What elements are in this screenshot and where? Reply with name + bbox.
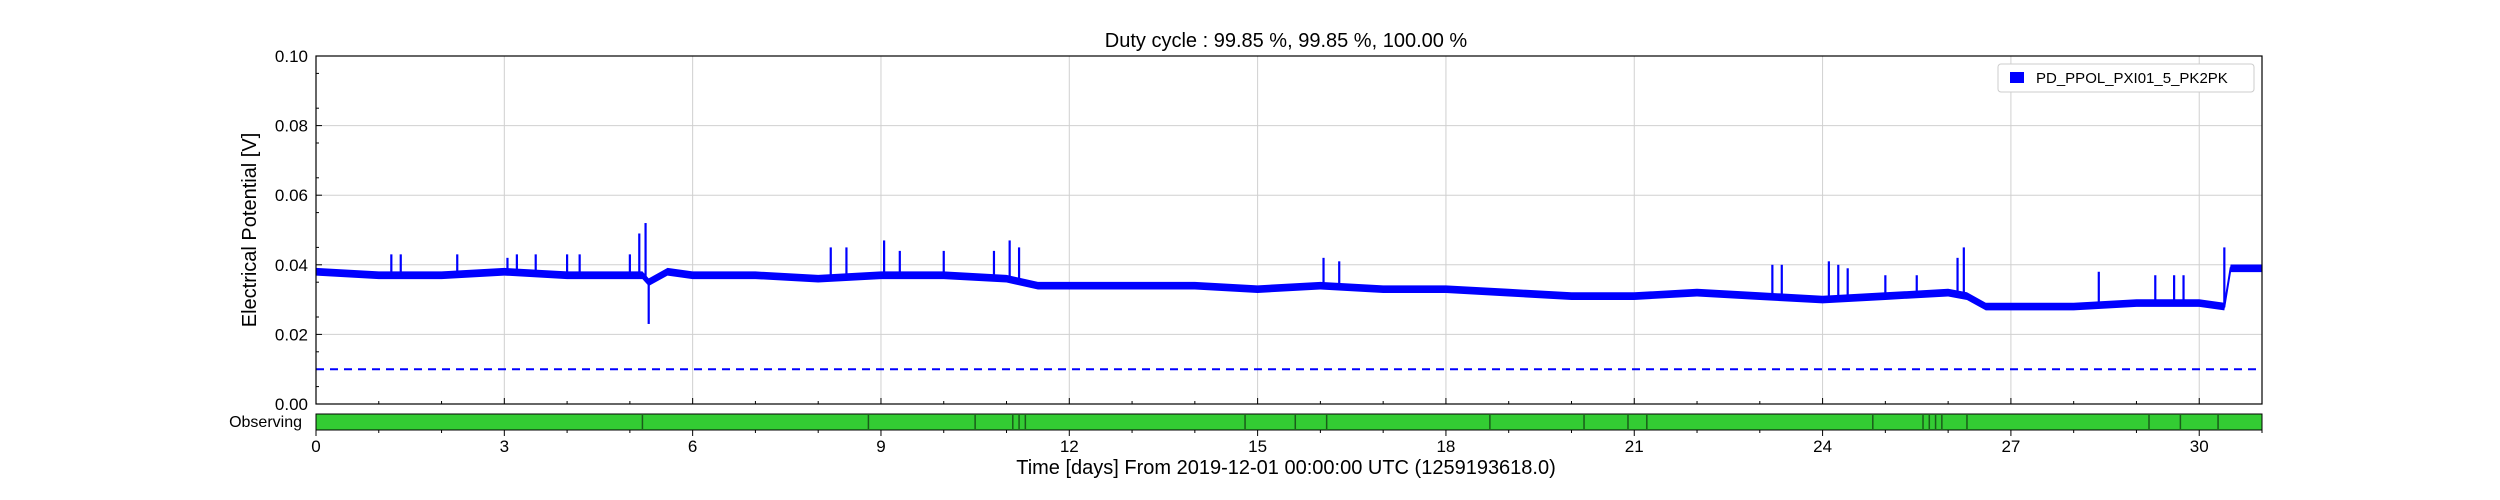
x-axis: 0 3 6 9 12 15 18 21 24 27 30 (311, 398, 2263, 456)
observing-label: Observing (229, 414, 302, 431)
legend-label: PD_PPOL_PXI01_5_PK2PK (2036, 70, 2228, 87)
x-tick-label: 18 (1436, 437, 1455, 456)
y-tick-label: 0.00 (275, 395, 308, 414)
chart-title: Duty cycle : 99.85 %, 99.85 %, 100.00 % (1105, 30, 1468, 52)
y-axis-label: Electrical Potential [V] (239, 133, 261, 328)
x-axis-label: Time [days] From 2019-12-01 00:00:00 UTC… (1016, 457, 1556, 479)
x-tick-label: 12 (1060, 437, 1079, 456)
x-tick-label: 3 (500, 437, 509, 456)
x-tick-label: 15 (1248, 437, 1267, 456)
x-tick-label: 6 (688, 437, 697, 456)
x-tick-label: 27 (2001, 437, 2020, 456)
y-tick-label: 0.04 (275, 256, 308, 275)
x-tick-label: 9 (876, 437, 885, 456)
plot-background (316, 56, 2262, 404)
y-tick-label: 0.08 (275, 117, 308, 136)
observing-breaks (641, 415, 2219, 429)
legend: PD_PPOL_PXI01_5_PK2PK (1997, 63, 2255, 93)
y-tick-label: 0.02 (275, 325, 308, 344)
y-tick-label: 0.10 (275, 47, 308, 66)
observing-segment (315, 413, 2263, 431)
x-tick-label: 21 (1625, 437, 1644, 456)
observing-bar: Observing (229, 413, 2263, 431)
x-tick-label: 0 (311, 437, 320, 456)
y-tick-label: 0.06 (275, 186, 308, 205)
plot-frame (315, 55, 2263, 405)
x-tick-label: 24 (1813, 437, 1832, 456)
y-axis: 0.00 0.02 0.04 0.06 0.08 0.10 (275, 47, 322, 414)
legend-swatch (2010, 72, 2024, 83)
x-tick-label: 30 (2190, 437, 2209, 456)
legend-box (1997, 63, 2255, 93)
plot-area (315, 55, 2263, 405)
series-layer (315, 223, 2262, 324)
